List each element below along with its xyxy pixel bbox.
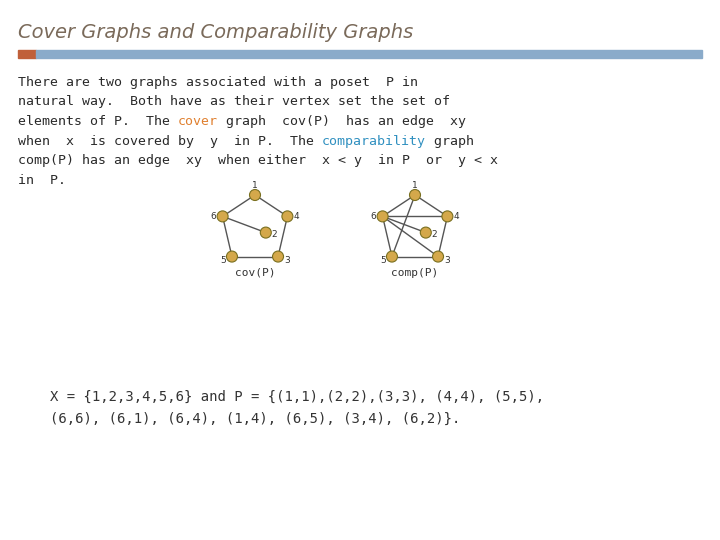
Circle shape [442,211,453,222]
Text: comp(P): comp(P) [392,268,438,278]
Circle shape [273,251,284,262]
Circle shape [377,211,388,222]
Text: natural way.  Both have as their vertex set the set of: natural way. Both have as their vertex s… [18,96,450,109]
Text: 4: 4 [454,212,459,221]
Text: 5: 5 [380,256,386,265]
Text: cov(P): cov(P) [235,268,275,278]
Text: 6: 6 [211,212,217,221]
Circle shape [387,251,397,262]
Text: Cover Graphs and Comparability Graphs: Cover Graphs and Comparability Graphs [18,23,413,42]
Circle shape [250,190,261,200]
Bar [36,50,702,58]
Text: in  P.: in P. [18,173,66,186]
Circle shape [420,227,431,238]
Text: comp(P) has an edge  xy  when either  x < y  in P  or  y < x: comp(P) has an edge xy when either x < y… [18,154,498,167]
Circle shape [282,211,293,222]
Circle shape [261,227,271,238]
Text: There are two graphs associated with a poset  P in: There are two graphs associated with a p… [18,76,418,89]
Text: 6: 6 [371,212,377,221]
Text: (6,6), (6,1), (6,4), (1,4), (6,5), (3,4), (6,2)}.: (6,6), (6,1), (6,4), (1,4), (6,5), (3,4)… [50,412,460,426]
Text: X = {1,2,3,4,5,6} and P = {(1,1),(2,2),(3,3), (4,4), (5,5),: X = {1,2,3,4,5,6} and P = {(1,1),(2,2),(… [50,390,544,404]
Text: cover: cover [178,115,218,128]
Text: 2: 2 [271,230,276,239]
Text: graph  cov(P)  has an edge  xy: graph cov(P) has an edge xy [218,115,466,128]
Text: when  x  is covered by  y  in P.  The: when x is covered by y in P. The [18,134,322,147]
Circle shape [410,190,420,200]
Text: elements of P.  The: elements of P. The [18,115,178,128]
Circle shape [433,251,444,262]
Circle shape [217,211,228,222]
Text: graph: graph [426,134,474,147]
Text: 5: 5 [220,256,226,265]
Text: 3: 3 [284,256,290,265]
Circle shape [227,251,238,262]
Text: comparability: comparability [322,134,426,147]
Text: 1: 1 [252,181,258,191]
Text: 4: 4 [294,212,300,221]
Bar [18,50,36,58]
Text: 2: 2 [431,230,436,239]
Text: 1: 1 [412,181,418,191]
Text: 3: 3 [444,256,450,265]
